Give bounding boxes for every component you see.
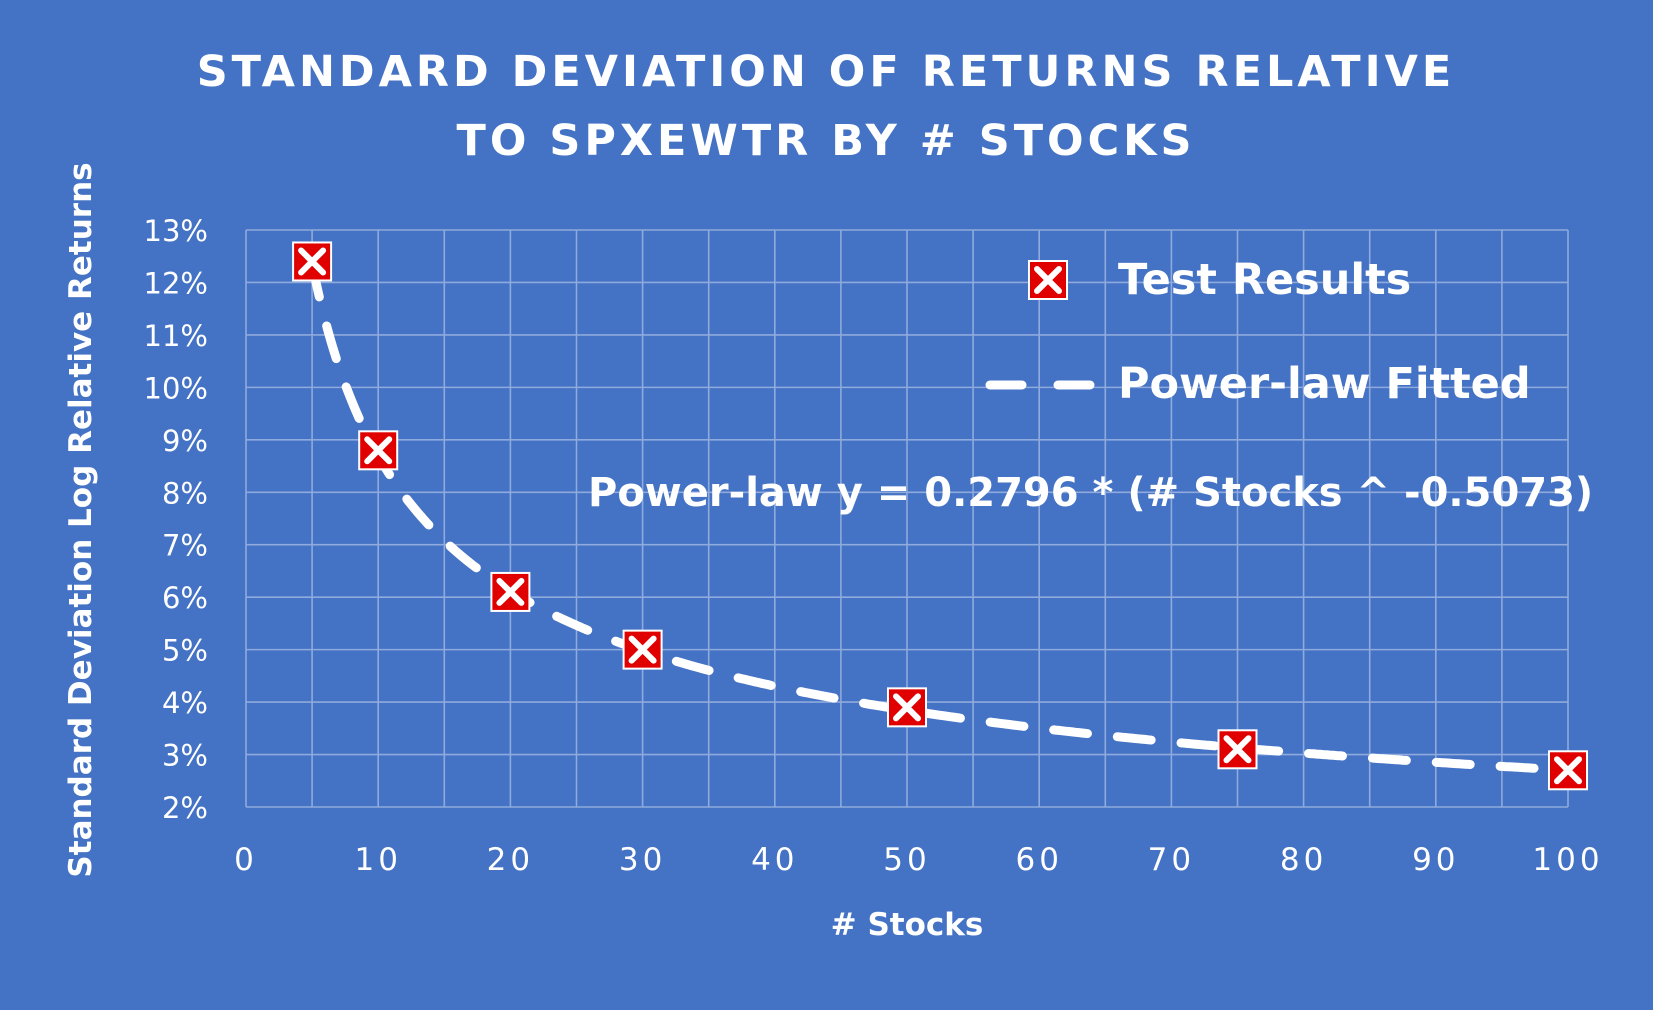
data-point-marker xyxy=(358,430,399,471)
y-tick-label: 6% xyxy=(162,581,208,615)
x-tick-label: 60 xyxy=(1015,842,1062,878)
power-law-fitted-line xyxy=(307,259,1573,775)
data-point-marker xyxy=(622,629,663,670)
y-tick-label: 4% xyxy=(162,686,208,720)
x-tick-label: 70 xyxy=(1148,842,1195,878)
legend-marker-test-results xyxy=(1028,260,1068,300)
x-tick-label: 80 xyxy=(1280,842,1327,878)
marker-cross-stroke xyxy=(496,577,525,606)
chart-title: STANDARD DEVIATION OF RETURNS RELATIVE T… xyxy=(197,47,1456,166)
test-results-markers xyxy=(292,241,1588,791)
legend-marker-symbol xyxy=(1028,260,1068,300)
x-tick-label: 20 xyxy=(487,842,534,878)
fitted-curve-path xyxy=(307,259,1573,775)
x-tick-label: 30 xyxy=(619,842,666,878)
marker-cross-stroke xyxy=(628,635,657,664)
y-tick-label: 7% xyxy=(162,529,208,563)
data-point-marker xyxy=(292,241,333,282)
y-tick-label: 10% xyxy=(144,371,208,405)
y-tick-label: 5% xyxy=(162,634,208,668)
chart-title-line-2: TO SPXEWTR BY # STOCKS xyxy=(457,116,1196,166)
x-axis-title: # Stocks xyxy=(831,907,984,943)
power-law-equation-annotation: Power-law y = 0.2796 * (# Stocks ^ -0.50… xyxy=(588,470,1593,516)
y-tick-label: 8% xyxy=(162,476,208,510)
x-tick-label: 50 xyxy=(883,842,930,878)
marker-cross-stroke xyxy=(1034,266,1062,294)
marker-cross-stroke xyxy=(364,436,393,465)
x-axis-tick-labels: 0 10 20 30 40 50 60 70 80 90 100 xyxy=(234,842,1603,878)
data-point-marker xyxy=(887,687,927,728)
legend-label-power-law-fitted: Power-law Fitted xyxy=(1118,359,1531,409)
y-tick-label: 2% xyxy=(162,791,208,825)
y-axis-tick-labels: 2% 3% 4% 5% 6% 7% 8% 9% 10% 11% 12% 13% xyxy=(144,214,208,825)
legend: Test Results Power-law Fitted xyxy=(985,255,1531,409)
data-point-marker xyxy=(1548,750,1588,791)
x-tick-label: 90 xyxy=(1412,842,1459,878)
x-tick-label: 100 xyxy=(1532,842,1603,878)
marker-cross-stroke xyxy=(1223,735,1252,764)
y-axis-title: Standard Deviation Log Relative Returns xyxy=(63,162,99,877)
x-tick-label: 0 xyxy=(234,842,258,878)
data-point-marker xyxy=(490,571,531,612)
y-tick-label: 11% xyxy=(144,319,208,353)
legend-label-test-results: Test Results xyxy=(1118,255,1411,305)
gridlines xyxy=(245,229,1569,808)
x-tick-label: 10 xyxy=(354,842,401,878)
marker-cross-stroke xyxy=(893,693,921,722)
data-point-marker xyxy=(1217,729,1258,770)
y-tick-label: 12% xyxy=(144,266,208,300)
y-tick-label: 13% xyxy=(144,214,208,248)
y-tick-label: 3% xyxy=(162,739,208,773)
marker-cross-stroke xyxy=(1554,756,1582,785)
marker-cross-stroke xyxy=(298,247,327,276)
y-tick-label: 9% xyxy=(162,424,208,458)
x-tick-label: 40 xyxy=(751,842,798,878)
chart-title-line-1: STANDARD DEVIATION OF RETURNS RELATIVE xyxy=(197,47,1456,97)
